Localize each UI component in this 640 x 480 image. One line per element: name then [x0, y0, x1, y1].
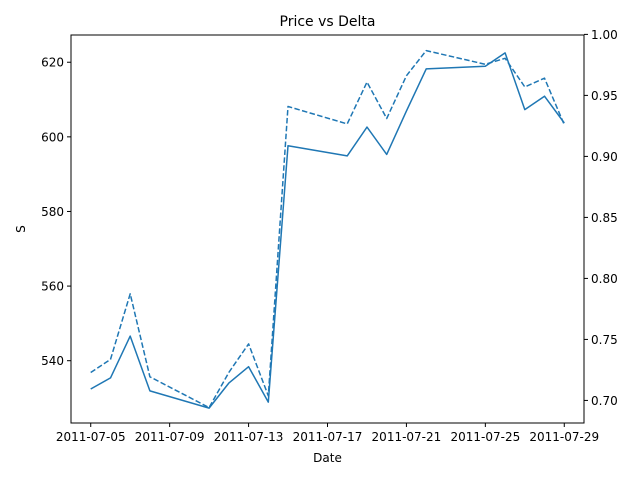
x-axis-label: Date: [313, 451, 342, 465]
price-series-line: [90, 52, 565, 409]
x-tick-label: 2011-07-29: [529, 430, 599, 444]
y-tick-label: 600: [41, 130, 64, 144]
y2-tick-label: 0.90: [591, 150, 618, 164]
x-tick-label: 2011-07-21: [372, 430, 442, 444]
y2-tick-label: 1.00: [591, 28, 618, 42]
y2-tick-label: 0.95: [591, 89, 618, 103]
x-tick-label: 2011-07-17: [293, 430, 363, 444]
x-tick-label: 2011-07-25: [450, 430, 520, 444]
series-layer: [90, 49, 565, 409]
y2-tick-label: 0.85: [591, 211, 618, 225]
y-tick-label: 620: [41, 56, 64, 70]
y-axis-left: 540 560 580 600 620: [41, 56, 71, 368]
y2-tick-label: 0.75: [591, 333, 618, 347]
y-axis-right: 0.70 0.75 0.80 0.85 0.90 0.95 1.00: [584, 28, 618, 408]
x-axis: 2011-07-05 2011-07-09 2011-07-13 2011-07-17…: [56, 423, 599, 444]
delta-series-line: [90, 49, 565, 409]
plot-frame: [70, 34, 585, 424]
y-axis-label: S: [14, 225, 28, 233]
y2-tick-label: 0.80: [591, 272, 618, 286]
y2-tick-label: 0.70: [591, 394, 618, 408]
x-tick-label: 2011-07-13: [214, 430, 284, 444]
chart-title: Price vs Delta: [280, 14, 376, 30]
x-tick-label: 2011-07-09: [135, 430, 205, 444]
y-tick-label: 580: [41, 205, 64, 219]
y-tick-label: 540: [41, 354, 64, 368]
x-tick-label: 2011-07-05: [56, 430, 126, 444]
y-tick-label: 560: [41, 280, 64, 294]
